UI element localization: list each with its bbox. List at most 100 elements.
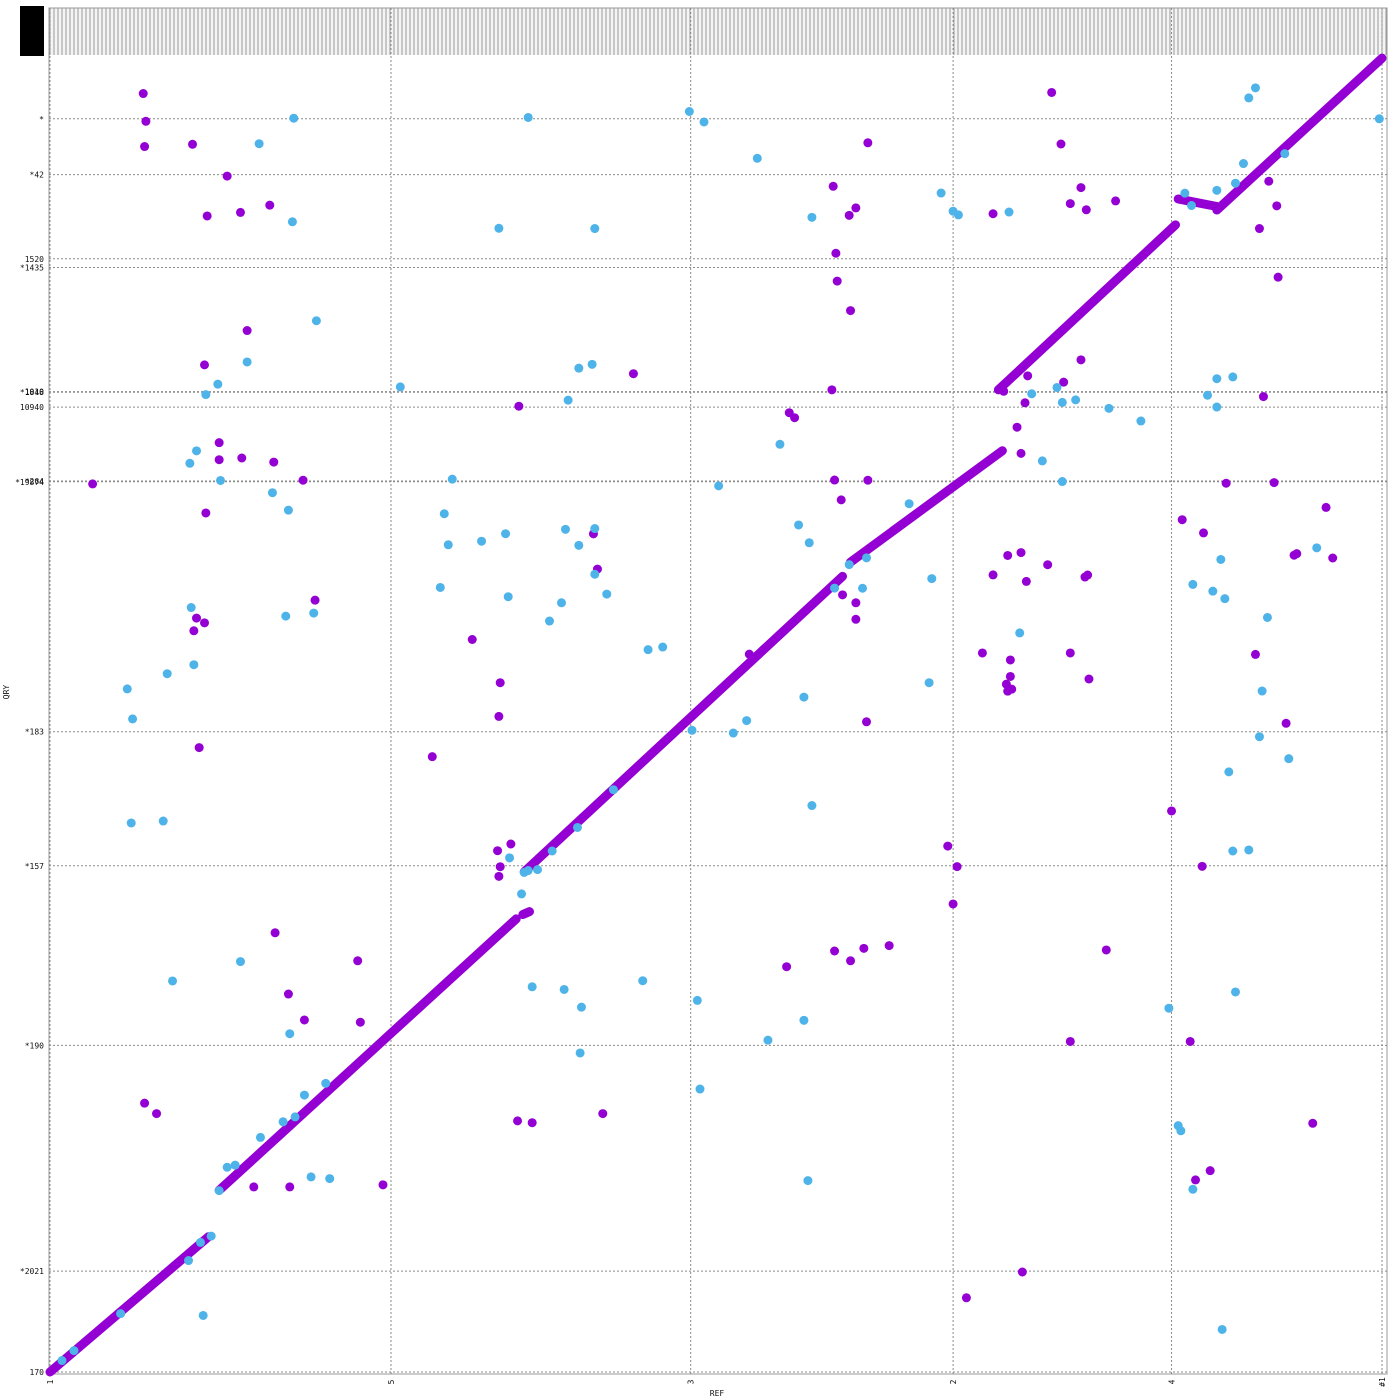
alignment-point xyxy=(1023,371,1033,381)
alignment-point xyxy=(799,692,809,702)
alignment-point xyxy=(1017,1267,1027,1277)
alignment-point xyxy=(1004,207,1014,217)
y-tick-label: *1848 xyxy=(20,388,44,397)
alignment-point xyxy=(1016,448,1026,458)
alignment-point xyxy=(1005,671,1015,681)
alignment-point xyxy=(1244,93,1254,103)
alignment-point xyxy=(695,1084,705,1094)
alignment-point xyxy=(141,116,151,126)
alignment-point xyxy=(1065,648,1075,658)
alignment-point xyxy=(298,475,308,485)
alignment-point xyxy=(1007,684,1017,694)
alignment-segments xyxy=(45,53,1387,1377)
alignment-point xyxy=(936,188,946,198)
alignment-point xyxy=(283,989,293,999)
alignment-point xyxy=(744,649,754,659)
alignment-point xyxy=(714,481,724,491)
y-tick-label: *19874 xyxy=(15,478,44,487)
y-tick-label: *1435 xyxy=(20,264,44,273)
alignment-point xyxy=(988,570,998,580)
alignment-point xyxy=(467,635,477,645)
alignment-point xyxy=(961,1293,971,1303)
alignment-point xyxy=(547,846,557,856)
alignment-point xyxy=(836,495,846,505)
alignment-point xyxy=(859,943,869,953)
alignment-point xyxy=(1176,1126,1186,1136)
alignment-point xyxy=(1228,372,1238,382)
alignment-point xyxy=(590,524,600,534)
alignment-point xyxy=(1203,390,1213,400)
alignment-point xyxy=(927,574,937,584)
y-tick-label: *42 xyxy=(30,171,45,180)
alignment-point xyxy=(1221,478,1231,488)
alignment-point xyxy=(1057,397,1067,407)
alignment-point xyxy=(1258,392,1268,402)
alignment-point xyxy=(237,453,247,463)
alignment-point xyxy=(192,446,202,456)
alignment-point xyxy=(977,648,987,658)
alignment-point xyxy=(1188,579,1198,589)
x-tick-label: 2 xyxy=(949,1379,958,1384)
alignment-point xyxy=(1264,176,1274,186)
alignment-point xyxy=(1280,149,1290,159)
alignment-point xyxy=(493,846,503,856)
alignment-point xyxy=(1056,139,1066,149)
alignment-point xyxy=(503,592,513,602)
alignment-point xyxy=(1230,987,1240,997)
alignment-point xyxy=(265,200,275,210)
alignment-point xyxy=(477,536,487,546)
alignment-point xyxy=(201,390,211,400)
alignment-point xyxy=(699,117,709,127)
alignment-point xyxy=(1027,389,1037,399)
alignment-point xyxy=(830,583,840,593)
alignment-point xyxy=(278,1117,288,1127)
alignment-point xyxy=(952,862,962,872)
alignment-point xyxy=(126,818,136,828)
alignment-point xyxy=(638,976,648,986)
alignment-point xyxy=(1043,560,1053,570)
y-tick-label: *183 xyxy=(25,728,44,737)
alignment-point xyxy=(1292,549,1302,559)
alignment-point xyxy=(269,457,279,467)
alignment-point xyxy=(235,957,245,967)
alignment-point xyxy=(533,865,543,875)
grid xyxy=(49,8,1387,1374)
alignment-point xyxy=(270,928,280,938)
alignment-point xyxy=(598,1109,608,1119)
alignment-point xyxy=(285,1029,295,1039)
alignment-point xyxy=(1065,1036,1075,1046)
y-tick-label: *157 xyxy=(25,862,44,871)
alignment-point xyxy=(559,984,569,994)
alignment-point xyxy=(590,224,600,234)
x-tick-label: 1 xyxy=(46,1379,55,1384)
alignment-point xyxy=(353,956,363,966)
alignment-point xyxy=(1101,945,1111,955)
alignment-point xyxy=(851,614,861,624)
alignment-point xyxy=(184,1256,194,1266)
alignment-point xyxy=(514,401,524,411)
y-tick-label: 10940 xyxy=(20,403,44,412)
alignment-point xyxy=(1212,374,1222,384)
x-tick-label: 5 xyxy=(387,1379,396,1384)
alignment-segment xyxy=(214,914,521,1195)
alignment-point xyxy=(1052,382,1062,392)
alignment-point xyxy=(235,207,245,217)
alignment-segment xyxy=(846,446,1007,567)
alignment-point xyxy=(1254,732,1264,742)
alignment-point xyxy=(1188,1184,1198,1194)
alignment-point xyxy=(828,181,838,191)
alignment-point xyxy=(830,475,840,485)
alignment-point xyxy=(1057,477,1067,487)
alignment-point xyxy=(198,1310,208,1320)
y-tick-label: 170 xyxy=(30,1368,45,1377)
alignment-point xyxy=(1180,188,1190,198)
alignment-point xyxy=(763,1035,773,1045)
alignment-point xyxy=(576,1002,586,1012)
header-label-block xyxy=(20,6,44,56)
alignment-point xyxy=(775,439,785,449)
alignment-point xyxy=(846,956,856,966)
alignment-point xyxy=(807,801,817,811)
alignment-point xyxy=(1005,655,1015,665)
alignment-point xyxy=(1076,183,1086,193)
alignment-point xyxy=(116,1309,126,1319)
